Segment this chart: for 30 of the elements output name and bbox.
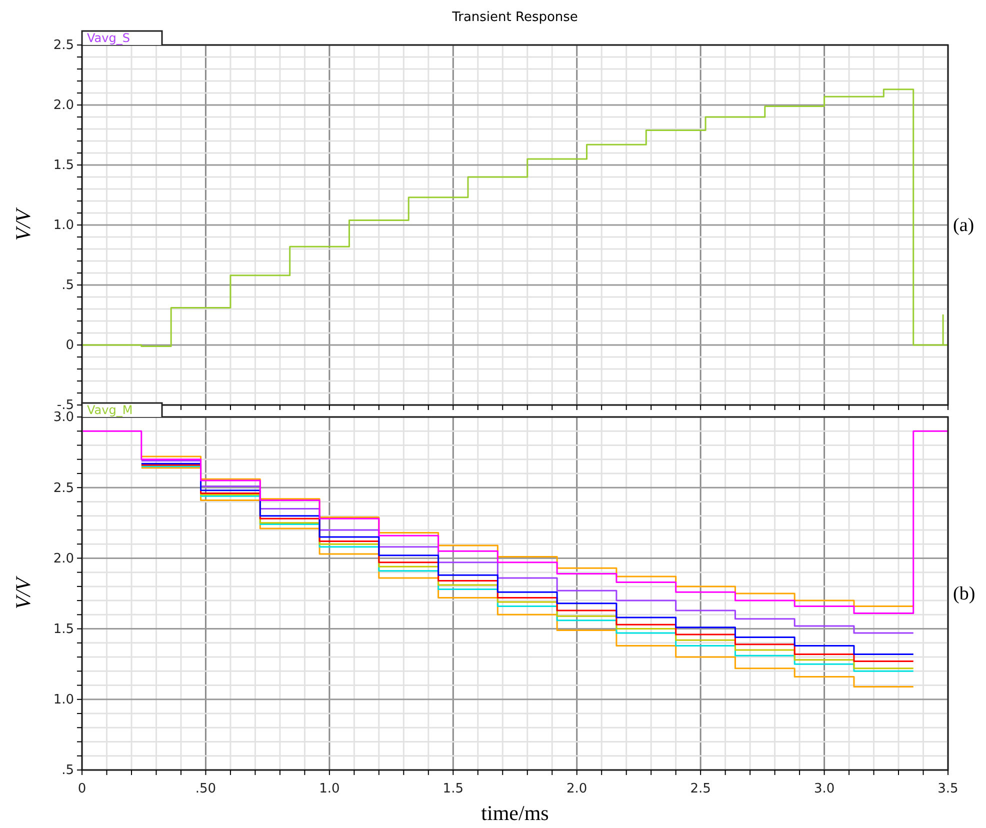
y-tick-label: 1.5 [53,622,74,637]
x-tick-label: 3.5 [938,781,958,796]
x-tick-label: 0 [78,781,86,796]
signal-tab: Vavg_S [81,30,163,46]
annotation: Vavg_S [87,31,130,45]
y-tick-label: 0 [66,338,74,354]
y-tick-label: .5 [62,763,74,778]
signal-tab: Vavg_M [81,402,163,418]
y-tick-label: 1.5 [53,158,74,174]
x-tick-label: .50 [195,781,216,796]
y-axis-title: V/V [11,576,35,610]
y-tick-label: 2.0 [53,551,74,566]
annotation: Vavg_M [87,403,133,417]
x-tick-label: 2.5 [690,781,711,796]
y-tick-label: 3.0 [53,410,74,426]
y-axis-title: V/V [11,207,35,241]
y-tick-label: 2.0 [53,98,74,114]
y-tick-label: 1.0 [53,218,74,234]
y-tick-label: 1.0 [53,692,74,708]
y-tick-label: .5 [62,278,74,294]
x-tick-label: 1.5 [442,781,464,796]
y-tick-label: 2.5 [53,480,74,496]
chart-title: Transient Response [451,10,578,25]
x-tick-label: 3.0 [814,781,835,796]
x-axis-title: time/ms [481,801,549,825]
text: (a) [953,215,974,236]
y-tick-label: 2.5 [53,38,74,54]
x-tick-label: 1.0 [319,781,340,796]
text: (b) [953,584,976,604]
x-tick-label: 2.0 [566,781,588,796]
